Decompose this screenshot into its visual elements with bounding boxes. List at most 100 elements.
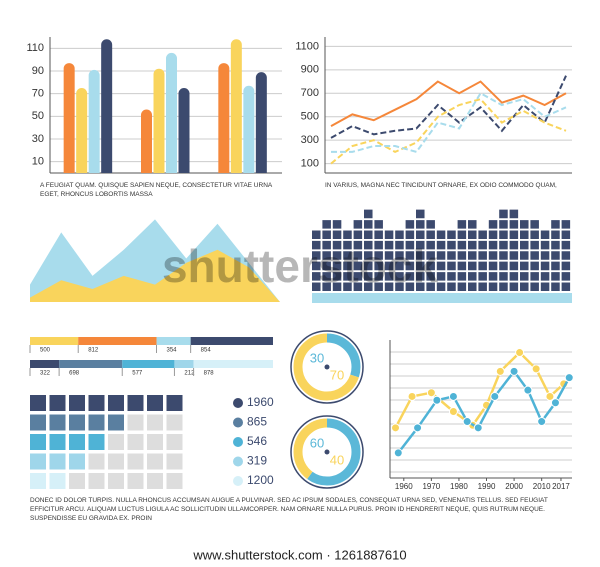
base xyxy=(312,293,572,303)
x-tick-label: 2010 xyxy=(533,482,551,491)
block-column xyxy=(405,220,415,291)
area xyxy=(30,249,280,302)
segment xyxy=(30,337,79,345)
y-tick-label: 110 xyxy=(26,42,44,54)
watermark: shutterstock xyxy=(162,240,438,292)
x-tick-label: 2000 xyxy=(505,482,523,491)
block-column xyxy=(540,230,550,291)
point xyxy=(490,391,500,401)
squares xyxy=(30,434,105,450)
bar xyxy=(88,69,100,173)
block-column xyxy=(374,220,383,291)
point xyxy=(509,366,519,376)
bar xyxy=(178,88,190,173)
segment-label: 698 xyxy=(69,371,80,377)
x-tick-label: 1980 xyxy=(450,482,468,491)
point xyxy=(413,423,423,433)
block-column xyxy=(499,209,508,291)
point xyxy=(462,417,472,427)
donut-label: 30 xyxy=(310,350,324,365)
block-column xyxy=(416,209,425,291)
point xyxy=(545,391,555,401)
block-column xyxy=(395,230,404,291)
block-column xyxy=(436,230,446,291)
block-column xyxy=(561,220,571,291)
x-tick-label: 1970 xyxy=(422,482,440,491)
donut-label: 40 xyxy=(330,452,344,467)
segment xyxy=(174,360,194,368)
block-column xyxy=(343,230,352,291)
block-column xyxy=(426,220,435,291)
bar xyxy=(243,85,255,173)
block-column xyxy=(509,209,519,291)
point xyxy=(495,366,505,376)
donut-center xyxy=(324,449,330,455)
block-column xyxy=(478,230,487,291)
caption: IN VARIUS, MAGNA NEC TINCIDUNT ORNARE, E… xyxy=(325,182,557,189)
legend-dot xyxy=(233,456,243,467)
point xyxy=(515,348,525,358)
empty-squares xyxy=(69,473,183,489)
legend-dot xyxy=(233,437,243,447)
block-column xyxy=(488,220,498,291)
bar xyxy=(218,63,230,174)
bar xyxy=(63,63,75,173)
point xyxy=(426,388,436,398)
block-column xyxy=(322,220,331,291)
donut-arc xyxy=(293,418,361,486)
point xyxy=(523,385,533,395)
block-column xyxy=(530,220,539,291)
legend-dot xyxy=(233,417,243,428)
y-tick-label: 100 xyxy=(301,158,319,170)
legend-value: 1200 xyxy=(247,473,274,487)
block-column xyxy=(520,220,529,291)
x-tick-label: 1960 xyxy=(395,482,413,491)
caption: A FEUGIAT QUAM. QUISQUE SAPIEN NEQUE, CO… xyxy=(40,182,272,198)
squares xyxy=(30,453,85,470)
y-tick-label: 300 xyxy=(301,134,319,146)
segment-label: 878 xyxy=(204,371,215,377)
block-column xyxy=(384,230,394,291)
point xyxy=(531,364,541,374)
donut-arc xyxy=(293,333,361,401)
segment-label: 577 xyxy=(132,371,143,377)
y-tick-label: 700 xyxy=(301,87,319,99)
block-column xyxy=(457,220,467,291)
point xyxy=(432,395,442,405)
segment-label: 854 xyxy=(201,348,212,354)
footer: DONEC ID DOLOR TURPIS. NULLA RHONCUS ACC… xyxy=(30,497,548,522)
line xyxy=(331,91,567,154)
donut-label: 60 xyxy=(310,435,324,450)
point xyxy=(407,391,417,401)
y-tick-label: 70 xyxy=(32,88,44,100)
line xyxy=(330,80,567,127)
block-column xyxy=(332,220,342,291)
legend-value: 865 xyxy=(247,415,267,429)
y-tick-label: 10 xyxy=(32,156,44,168)
y-tick-label: 500 xyxy=(301,111,319,123)
segment-label: 500 xyxy=(40,348,51,354)
legend-value: 546 xyxy=(247,434,267,448)
segment xyxy=(193,360,273,368)
segment xyxy=(156,337,191,345)
bar xyxy=(230,39,242,174)
point xyxy=(550,398,560,408)
legend-dot xyxy=(233,398,243,408)
segment xyxy=(78,337,157,345)
squares xyxy=(30,395,183,411)
segment-label: 354 xyxy=(167,348,178,354)
bar xyxy=(76,88,88,173)
segment xyxy=(190,337,273,345)
line xyxy=(330,75,567,139)
block-column xyxy=(312,230,321,291)
block-column xyxy=(468,220,477,291)
y-tick-label: 900 xyxy=(301,64,319,76)
point xyxy=(448,391,458,401)
block-column xyxy=(447,230,456,291)
point xyxy=(393,448,403,458)
squares xyxy=(30,473,66,489)
empty-squares xyxy=(108,434,183,450)
segment xyxy=(59,360,123,368)
